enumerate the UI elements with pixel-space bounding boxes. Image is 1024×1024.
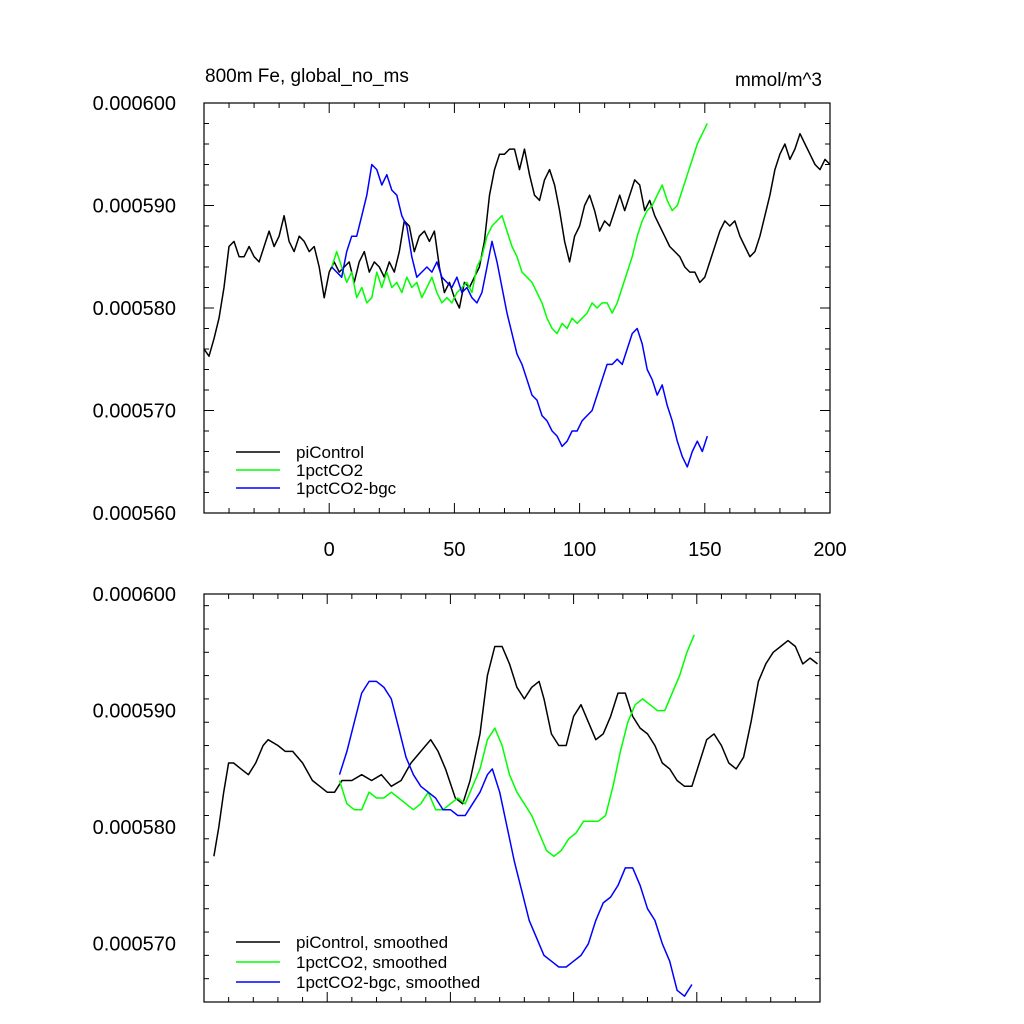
- x-tick-label: 100: [563, 539, 596, 561]
- y-tick-label: 0.000600: [93, 93, 176, 115]
- x-tick-label: 150: [688, 539, 721, 561]
- x-tick-label: 200: [813, 539, 846, 561]
- legend-label: 1pctCO2: [296, 461, 363, 480]
- y-tick-label: 0.000570: [93, 401, 176, 423]
- y-tick-label: 0.000600: [93, 584, 176, 606]
- legend-label: piControl: [296, 443, 364, 462]
- series-line-1pctco2-bgc: [331, 163, 709, 468]
- y-tick-label: 0.000580: [93, 817, 176, 839]
- series-line-1pctco2-smoothed: [338, 634, 695, 858]
- y-tick-label: 0.000560: [93, 503, 176, 525]
- x-tick-label: 50: [443, 539, 465, 561]
- series-line-1pctco2-bgc-smoothed: [338, 680, 693, 997]
- legend-label: 1pctCO2, smoothed: [296, 953, 447, 972]
- y-tick-label: 0.000580: [93, 298, 176, 320]
- plot-frame: [203, 593, 821, 1003]
- y-tick-label: 0.000590: [93, 196, 176, 218]
- legend-label: 1pctCO2-bgc: [296, 479, 397, 498]
- units-label: mmol/m^3: [735, 70, 822, 91]
- x-tick-label: 0: [324, 539, 335, 561]
- series-line-picontrol: [203, 132, 831, 357]
- series-line-1pctco2: [330, 123, 708, 335]
- y-tick-label: 0.000570: [93, 934, 176, 956]
- bottom-panel: 0.000570 0.000580 0.000590 0.000600 piContro…: [93, 584, 821, 1003]
- legend-label: 1pctCO2-bgc, smoothed: [296, 973, 480, 992]
- series-line-picontrol-smoothed: [213, 639, 818, 857]
- legend-label: piControl, smoothed: [296, 933, 448, 952]
- chart-title: 800m Fe, global_no_ms: [205, 66, 409, 87]
- y-tick-label: 0.000590: [93, 701, 176, 723]
- top-panel: 0.000560 0.000570 0.000580 0.000590 0.000600…: [93, 66, 847, 561]
